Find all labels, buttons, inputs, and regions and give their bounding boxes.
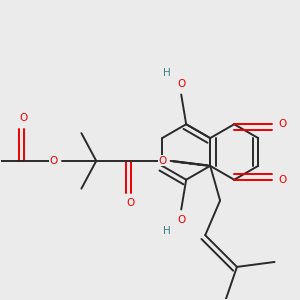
Text: O: O [158,156,167,166]
Text: O: O [127,199,135,208]
Text: O: O [279,175,287,185]
Text: O: O [177,215,185,225]
Text: H: H [164,68,171,78]
Text: O: O [20,113,28,123]
Text: O: O [50,156,58,166]
Text: H: H [164,226,171,236]
Text: O: O [279,119,287,129]
Text: O: O [177,79,185,88]
